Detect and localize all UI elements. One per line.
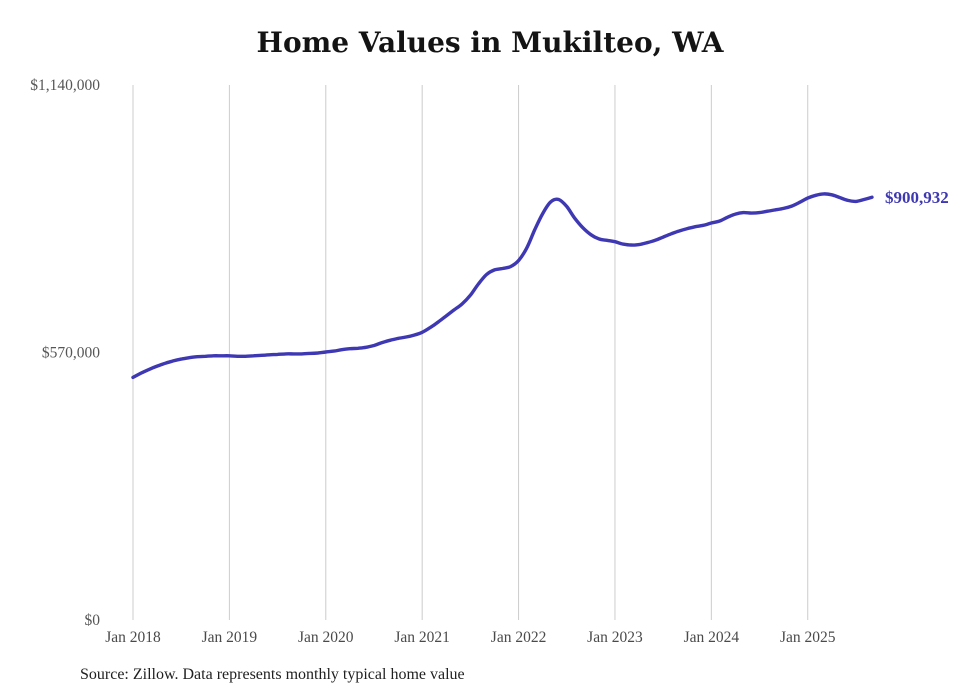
current-value-label: $900,932	[885, 188, 949, 207]
x-tick-label: Jan 2018	[105, 629, 161, 646]
x-tick-label: Jan 2022	[491, 629, 547, 646]
home-value-line	[131, 192, 874, 380]
x-axis-labels: Jan 2018 Jan 2019 Jan 2020 Jan 2021 Jan 2022…	[105, 629, 836, 646]
y-tick-label: $570,000	[42, 345, 100, 362]
source-note: Source: Zillow. Data represents monthly …	[80, 666, 465, 683]
home-value-series	[131, 192, 874, 380]
chart-title: Home Values in Mukilteo, WA	[256, 26, 724, 59]
y-axis-labels: $0 $570,000 $1,140,000	[30, 77, 100, 629]
vertical-gridlines	[132, 85, 809, 620]
y-tick-label: $1,140,000	[30, 77, 100, 94]
y-tick-label: $0	[85, 612, 101, 629]
current-value-text: $900,932	[885, 188, 949, 207]
x-tick-label: Jan 2023	[587, 629, 643, 646]
x-tick-label: Jan 2020	[298, 629, 354, 646]
x-tick-label: Jan 2019	[202, 629, 258, 646]
x-tick-label: Jan 2021	[394, 629, 450, 646]
x-tick-label: Jan 2025	[780, 629, 836, 646]
x-tick-label: Jan 2024	[684, 629, 740, 646]
